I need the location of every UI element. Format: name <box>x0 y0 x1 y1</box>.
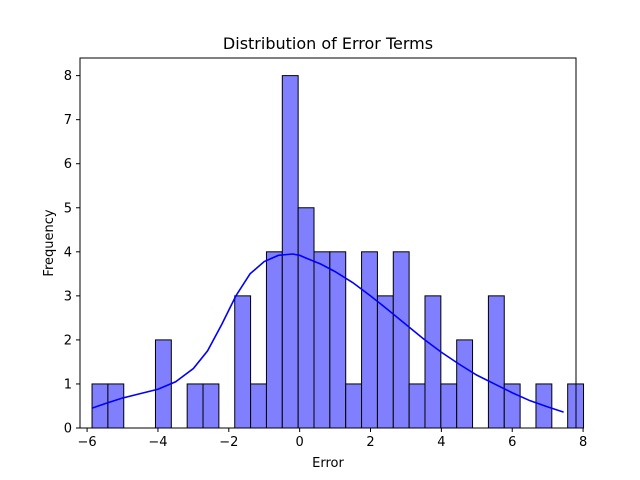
x-tick-label: 2 <box>366 435 374 450</box>
histogram-bar <box>345 383 363 429</box>
histogram-bar <box>250 383 267 429</box>
x-axis-label: Error <box>312 456 344 471</box>
histogram-bar <box>376 295 394 429</box>
histogram-bars <box>91 75 585 429</box>
y-tick-label: 3 <box>64 289 72 304</box>
y-axis-label: Frequency <box>42 209 57 276</box>
x-tick-label: 6 <box>508 435 516 450</box>
x-axis-ticks: −6 −4 −2 0 2 4 6 8 <box>77 428 587 450</box>
y-tick-label: 4 <box>64 245 72 260</box>
histogram-bar <box>424 295 442 429</box>
density-curve <box>91 253 564 413</box>
y-tick-label: 2 <box>64 333 72 348</box>
histogram-bar <box>313 251 331 429</box>
y-tick-label: 8 <box>64 69 72 84</box>
histogram-bar <box>487 295 505 429</box>
histogram-bar <box>281 75 299 429</box>
chart-title: Distribution of Error Terms <box>223 34 433 53</box>
y-tick-label: 1 <box>64 377 72 392</box>
y-tick-label: 5 <box>64 201 72 216</box>
histogram-bar <box>392 251 410 429</box>
histogram-bar <box>297 207 315 429</box>
histogram-bar <box>440 383 458 429</box>
histogram-bar <box>202 383 220 429</box>
x-tick-label: −2 <box>219 435 238 450</box>
x-tick-label: −4 <box>148 435 167 450</box>
plot-frame <box>79 57 577 429</box>
x-tick-label: 4 <box>437 435 445 450</box>
x-tick-label: 8 <box>579 435 587 450</box>
x-tick-label: −6 <box>77 435 96 450</box>
y-tick-label: 0 <box>64 422 72 437</box>
y-tick-label: 6 <box>64 157 72 172</box>
histogram-bar <box>265 251 283 429</box>
x-tick-label: 0 <box>296 435 304 450</box>
histogram-bar <box>329 251 347 429</box>
histogram-bar <box>107 383 125 429</box>
histogram-bar <box>361 251 378 429</box>
histogram-bar <box>408 383 426 429</box>
y-axis-ticks: 0 1 2 3 4 5 6 7 8 <box>64 69 80 437</box>
histogram-bar <box>186 383 204 429</box>
y-tick-label: 7 <box>64 113 72 128</box>
histogram-bar <box>456 339 474 429</box>
histogram-bar <box>234 295 252 429</box>
